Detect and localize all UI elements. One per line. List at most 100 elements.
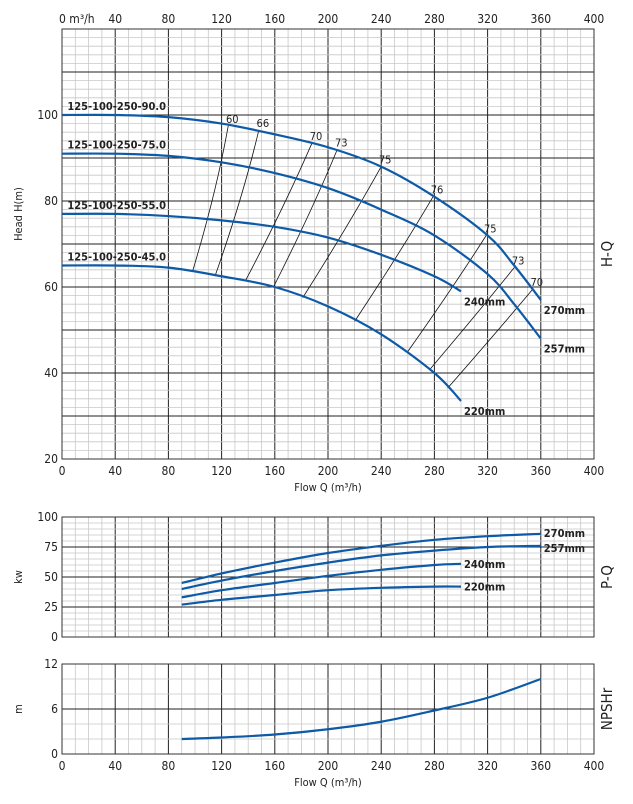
panel-label: P-Q — [598, 565, 616, 589]
plot-frame — [61, 516, 595, 638]
y-tick-label: 50 — [44, 570, 58, 584]
top-x-tick-label: 400 — [584, 12, 605, 26]
x-tick-label: 200 — [318, 759, 339, 773]
y-tick-label: 100 — [37, 108, 58, 122]
x-tick-label: 360 — [530, 464, 551, 478]
series-line — [61, 212, 462, 293]
series-line — [181, 585, 462, 606]
top-x-tick-label: 80 — [162, 12, 176, 26]
efficiency-line — [302, 166, 382, 298]
series-label: 257mm — [544, 343, 585, 356]
series-label: 270mm — [544, 527, 585, 540]
top-x-tick-label: 280 — [424, 12, 445, 26]
y-tick-label: 60 — [44, 280, 58, 294]
x-tick-label: 400 — [584, 759, 605, 773]
series-label: 270mm — [544, 304, 585, 317]
efficiency-line — [407, 235, 487, 352]
x-tick-label: 120 — [211, 464, 232, 478]
x-tick-label: 80 — [162, 759, 176, 773]
y-axis-label: kw — [12, 570, 25, 584]
y-tick-label: 20 — [44, 452, 58, 466]
top-x-tick-label: 360 — [530, 12, 551, 26]
series-line — [181, 532, 541, 585]
x-tick-label: 0 — [59, 464, 66, 478]
efficiency-label: 75 — [379, 154, 392, 167]
efficiency-line — [191, 125, 229, 273]
series-line — [181, 562, 462, 599]
x-tick-label: 360 — [530, 759, 551, 773]
top-x-tick-label: 120 — [211, 12, 232, 26]
x-tick-label: 400 — [584, 464, 605, 478]
plot-frame — [61, 28, 595, 460]
top-x-tick-label: 240 — [371, 12, 392, 26]
y-axis-label: m — [12, 704, 25, 714]
y-tick-label: 75 — [44, 540, 58, 554]
top-x-tick-label: 320 — [477, 12, 498, 26]
y-tick-label: 25 — [44, 600, 58, 614]
top-x-tick-label: 0 m³/h — [59, 12, 95, 26]
efficiency-label: 76 — [431, 184, 444, 197]
y-tick-label: 0 — [51, 747, 58, 761]
y-tick-label: 0 — [51, 630, 58, 644]
efficiency-label: 60 — [226, 113, 239, 126]
top-x-tick-label: 200 — [318, 12, 339, 26]
x-tick-label: 160 — [264, 759, 285, 773]
panel-label: NPSHr — [598, 687, 616, 730]
model-label: 125-100-250-75.0 — [67, 139, 166, 152]
x-axis-label: Flow Q (m³/h) — [294, 481, 362, 494]
series-line — [61, 113, 542, 301]
series-line — [61, 152, 542, 340]
efficiency-line — [214, 129, 260, 277]
efficiency-line — [354, 196, 434, 322]
y-tick-label: 100 — [37, 510, 58, 524]
x-tick-label: 80 — [162, 464, 176, 478]
efficiency-label: 70 — [531, 276, 544, 289]
x-axis-label: Flow Q (m³/h) — [294, 776, 362, 789]
y-tick-label: 40 — [44, 366, 58, 380]
x-tick-label: 160 — [264, 464, 285, 478]
x-tick-label: 240 — [371, 464, 392, 478]
efficiency-label: 75 — [484, 222, 497, 235]
panel-label: H-Q — [598, 241, 616, 267]
series-label: 240mm — [464, 295, 505, 308]
efficiency-label: 70 — [310, 130, 323, 143]
y-tick-label: 6 — [51, 702, 58, 716]
series-label: 220mm — [464, 405, 505, 418]
top-x-tick-label: 40 — [108, 12, 122, 26]
x-tick-label: 0 — [59, 759, 66, 773]
x-tick-label: 200 — [318, 464, 339, 478]
series-label: 220mm — [464, 581, 505, 594]
top-x-tick-label: 160 — [264, 12, 285, 26]
plot-frame — [61, 663, 595, 755]
efficiency-label: 73 — [512, 255, 525, 268]
y-tick-label: 80 — [44, 194, 58, 208]
efficiency-line — [430, 267, 515, 369]
x-tick-label: 40 — [108, 759, 122, 773]
y-tick-label: 12 — [44, 657, 58, 671]
model-label: 125-100-250-45.0 — [67, 251, 166, 264]
series-line — [181, 677, 542, 741]
model-label: 125-100-250-90.0 — [67, 100, 166, 113]
x-tick-label: 320 — [477, 464, 498, 478]
efficiency-label: 66 — [257, 117, 270, 130]
x-tick-label: 40 — [108, 464, 122, 478]
x-tick-label: 320 — [477, 759, 498, 773]
efficiency-line — [273, 149, 338, 288]
x-tick-label: 280 — [424, 464, 445, 478]
series-label: 257mm — [544, 542, 585, 555]
model-label: 125-100-250-55.0 — [67, 199, 166, 212]
panel-p-q: 0 25 50 75 100 kw P-Q 270mm 257mm 240mm 220mm — [12, 510, 616, 644]
x-tick-label: 280 — [424, 759, 445, 773]
series-label: 240mm — [464, 558, 505, 571]
x-tick-label: 240 — [371, 759, 392, 773]
series-line — [61, 264, 462, 402]
efficiency-label: 73 — [335, 136, 348, 149]
efficiency-line — [245, 142, 313, 281]
series-line — [181, 544, 541, 591]
x-tick-label: 120 — [211, 759, 232, 773]
y-axis-label: Head H(m) — [12, 187, 25, 241]
efficiency-line — [447, 288, 534, 389]
